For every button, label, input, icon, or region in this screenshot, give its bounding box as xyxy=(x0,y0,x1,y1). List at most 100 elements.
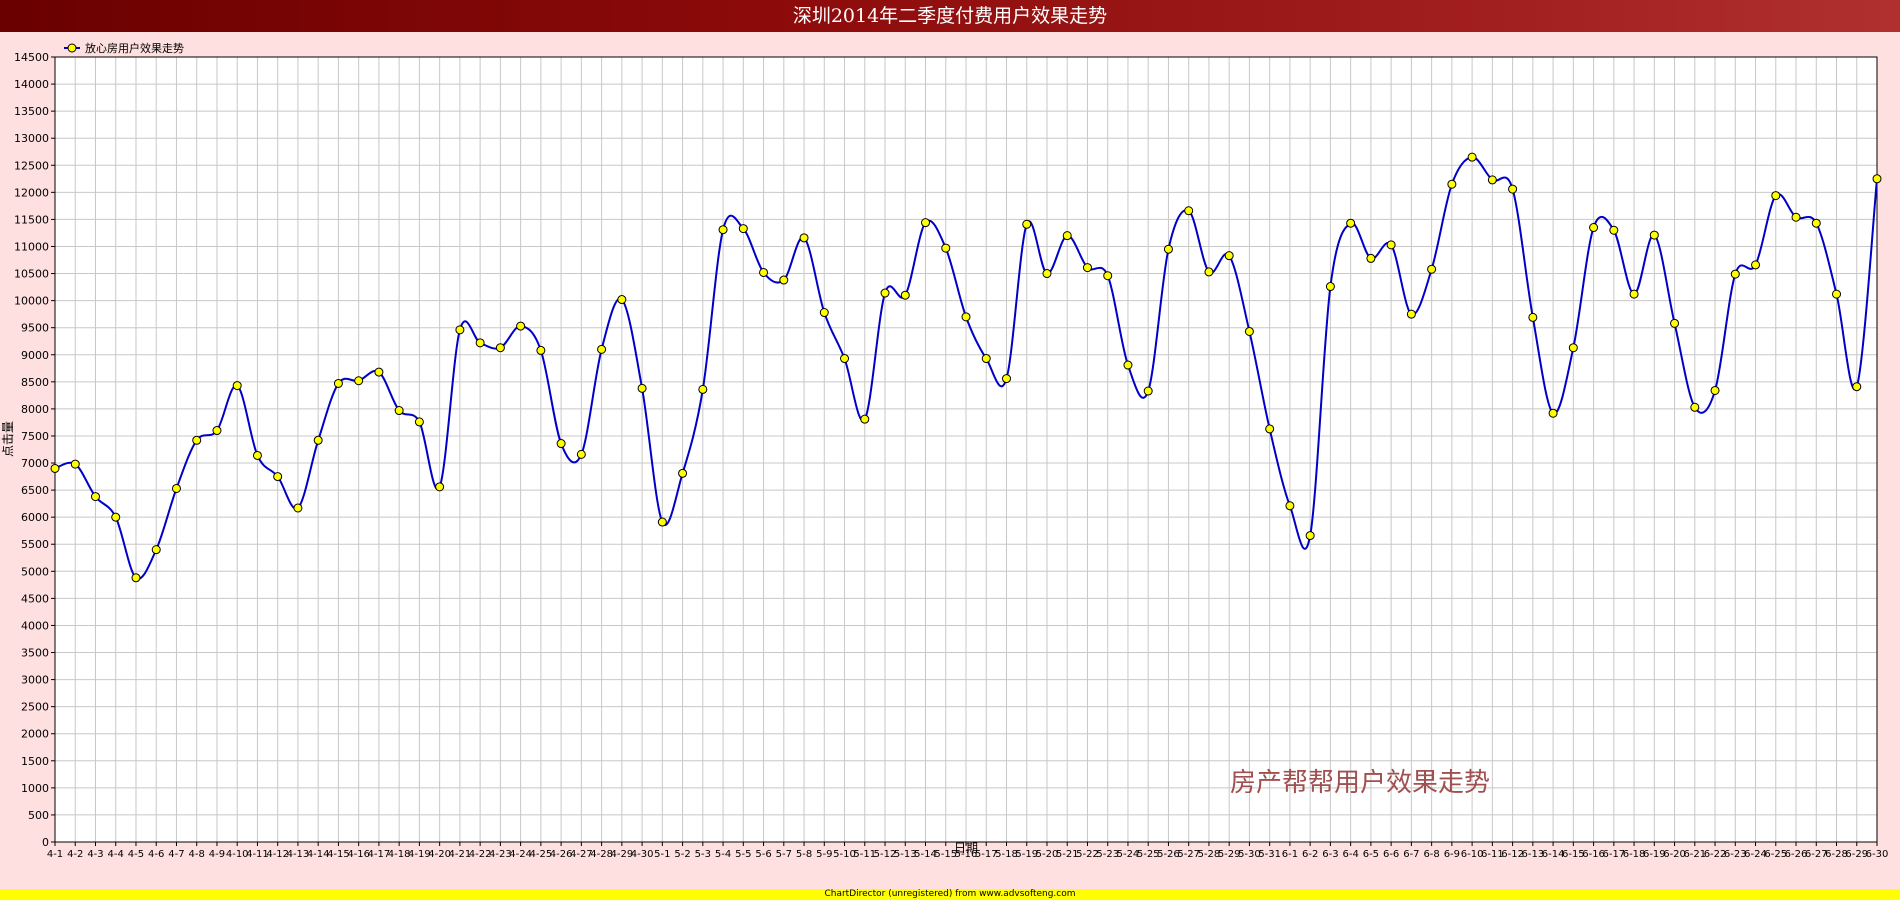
data-point xyxy=(1811,218,1821,228)
y-tick-label: 7000 xyxy=(21,457,49,470)
data-point xyxy=(435,482,445,492)
x-tick-label: 4-27 xyxy=(570,849,593,860)
y-tick-label: 2000 xyxy=(21,728,49,741)
x-tick-label: 4-7 xyxy=(168,849,184,860)
data-point xyxy=(941,243,951,253)
x-tick-label: 4-2 xyxy=(67,849,83,860)
data-point xyxy=(1184,206,1194,216)
data-point xyxy=(1022,219,1032,229)
x-tick-label: 6-7 xyxy=(1403,849,1419,860)
x-tick-label: 4-3 xyxy=(87,849,103,860)
x-tick-label: 6-8 xyxy=(1423,849,1439,860)
y-tick-label: 12500 xyxy=(14,159,49,172)
y-tick-label: 1500 xyxy=(21,755,49,768)
data-point xyxy=(1123,360,1133,370)
data-point xyxy=(1508,184,1518,194)
y-tick-label: 6500 xyxy=(21,484,49,497)
x-tick-label: 6-20 xyxy=(1663,849,1686,860)
data-point xyxy=(617,295,627,305)
data-point xyxy=(1730,269,1740,279)
data-point xyxy=(1346,218,1356,228)
x-tick-label: 5-12 xyxy=(874,849,897,860)
x-tick-label: 4-8 xyxy=(189,849,205,860)
data-point xyxy=(1265,424,1275,434)
y-tick-label: 2500 xyxy=(21,701,49,714)
footer-credit: ChartDirector (unregistered) from www.ad… xyxy=(0,889,1900,900)
series-layer xyxy=(50,152,1882,583)
data-point xyxy=(293,503,303,513)
x-tick-label: 5-16 xyxy=(955,849,978,860)
x-tick-label: 4-23 xyxy=(489,849,512,860)
data-point xyxy=(1163,244,1173,254)
x-tick-label: 5-11 xyxy=(853,849,876,860)
x-tick-label: 6-4 xyxy=(1342,849,1358,860)
y-tick-label: 5500 xyxy=(21,538,49,551)
data-point xyxy=(70,459,80,469)
data-point xyxy=(495,343,505,353)
x-tick-label: 6-16 xyxy=(1582,849,1605,860)
data-point xyxy=(880,288,890,298)
data-point xyxy=(354,376,364,386)
x-tick-label: 5-31 xyxy=(1258,849,1281,860)
data-point xyxy=(921,218,931,228)
data-point xyxy=(1487,175,1497,185)
legend-marker xyxy=(67,43,77,53)
y-tick-label: 1000 xyxy=(21,782,49,795)
data-point xyxy=(738,224,748,234)
x-tick-label: 5-3 xyxy=(695,849,711,860)
x-tick-label: 5-25 xyxy=(1137,849,1160,860)
x-tick-label: 6-12 xyxy=(1501,849,1524,860)
x-tick-label: 4-12 xyxy=(266,849,289,860)
data-point xyxy=(1082,263,1092,273)
x-tick-label: 4-25 xyxy=(530,849,553,860)
data-point xyxy=(1751,260,1761,270)
x-tick-label: 6-15 xyxy=(1562,849,1585,860)
data-point xyxy=(1204,267,1214,277)
data-point xyxy=(860,414,870,424)
y-tick-label: 0 xyxy=(42,836,49,849)
y-tick-label: 10500 xyxy=(14,268,49,281)
data-point xyxy=(1366,253,1376,263)
data-point xyxy=(1710,385,1720,395)
x-tick-label: 4-11 xyxy=(246,849,269,860)
x-tick-label: 5-22 xyxy=(1076,849,1099,860)
x-tick-label: 5-15 xyxy=(934,849,957,860)
data-point xyxy=(1771,191,1781,201)
data-point xyxy=(394,406,404,416)
data-point xyxy=(1325,282,1335,292)
data-point xyxy=(374,367,384,377)
chart-area: 0 500 1000 1500 2000 2500 3000 3500 4000 4500 5000… xyxy=(1,41,1888,860)
x-axis-title: 日期 xyxy=(954,841,978,855)
x-tick-label: 6-18 xyxy=(1623,849,1646,860)
x-tick-label: 6-6 xyxy=(1383,849,1399,860)
x-tick-label: 5-28 xyxy=(1198,849,1221,860)
x-tick-label: 6-9 xyxy=(1444,849,1460,860)
data-point xyxy=(1406,309,1416,319)
y-tick-label: 11500 xyxy=(14,213,49,226)
x-tick-label: 5-27 xyxy=(1177,849,1200,860)
y-tick-label: 9500 xyxy=(21,322,49,335)
x-tick-label: 4-14 xyxy=(307,849,330,860)
watermark-text: 房产帮帮用户效果走势 xyxy=(1230,768,1490,798)
data-point xyxy=(718,225,728,235)
x-tick-label: 5-30 xyxy=(1238,849,1261,860)
data-point xyxy=(819,308,829,318)
data-point xyxy=(1244,326,1254,336)
data-point xyxy=(252,450,262,460)
data-point xyxy=(232,381,242,391)
x-tick-label: 4-24 xyxy=(509,849,532,860)
data-point xyxy=(1791,212,1801,222)
x-tick-label: 5-14 xyxy=(914,849,937,860)
y-tick-label: 6000 xyxy=(21,511,49,524)
x-tick-label: 5-8 xyxy=(796,849,812,860)
y-tick-label: 9000 xyxy=(21,349,49,362)
x-tick-label: 5-6 xyxy=(755,849,771,860)
data-point xyxy=(1589,223,1599,233)
data-point xyxy=(171,483,181,493)
data-point xyxy=(1427,264,1437,274)
x-tick-label: 4-21 xyxy=(449,849,472,860)
x-tick-label: 6-14 xyxy=(1542,849,1565,860)
x-tick-label: 4-9 xyxy=(209,849,225,860)
x-tick-label: 4-22 xyxy=(469,849,492,860)
x-tick-label: 5-20 xyxy=(1036,849,1059,860)
